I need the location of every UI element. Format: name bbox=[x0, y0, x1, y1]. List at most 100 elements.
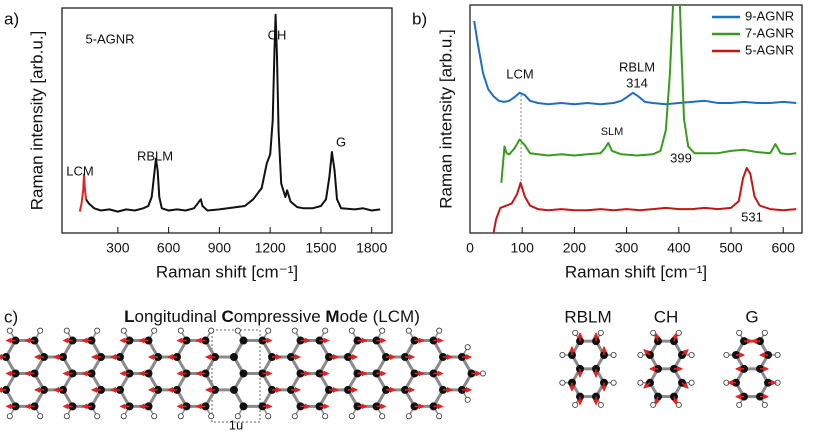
displacement-arrow bbox=[671, 332, 678, 342]
c-atom bbox=[239, 369, 248, 378]
h-atom bbox=[63, 413, 70, 420]
h-atom bbox=[94, 413, 101, 420]
h-atom bbox=[177, 413, 184, 420]
legend-label: 9-AGNR bbox=[745, 8, 794, 23]
x-axis-label: Raman shift [cm⁻¹] bbox=[565, 262, 707, 281]
panel-label: c) bbox=[4, 307, 18, 326]
h-atom bbox=[405, 413, 412, 420]
displacement-arrow bbox=[643, 382, 651, 389]
spectrum-line bbox=[492, 167, 797, 233]
unit-label: 1u bbox=[229, 417, 243, 432]
title-part: L bbox=[124, 307, 134, 326]
title-part: ongitudinal bbox=[135, 307, 222, 326]
h-atom bbox=[6, 413, 13, 420]
x-tick-label: 1500 bbox=[305, 240, 336, 256]
panel-label: a) bbox=[4, 9, 19, 28]
title-part: C bbox=[221, 307, 233, 326]
x-tick-label: 300 bbox=[615, 240, 639, 256]
h-atom bbox=[322, 327, 329, 334]
h-atom bbox=[379, 413, 386, 420]
y-axis-label: Raman intensity [arb.u.] bbox=[27, 31, 46, 211]
h-atom bbox=[637, 351, 644, 358]
annotation: 399 bbox=[670, 150, 692, 165]
h-atom bbox=[736, 329, 743, 336]
spectrum-line bbox=[78, 173, 87, 212]
h-atom bbox=[572, 329, 579, 336]
h-atom bbox=[348, 327, 355, 334]
annotation: RBLM bbox=[137, 148, 173, 163]
x-tick-label: 600 bbox=[157, 240, 181, 256]
h-atom bbox=[208, 327, 215, 334]
h-atom bbox=[322, 413, 329, 420]
h-atom bbox=[688, 379, 695, 386]
h-atom bbox=[234, 327, 241, 334]
h-atom bbox=[559, 351, 566, 358]
h-atom bbox=[151, 413, 158, 420]
title-part: M bbox=[325, 307, 339, 326]
x-tick-label: 1800 bbox=[356, 240, 387, 256]
annotation: G bbox=[336, 134, 346, 149]
h-atom bbox=[120, 413, 127, 420]
panel-label: b) bbox=[412, 9, 427, 28]
h-atom bbox=[597, 329, 604, 336]
h-atom bbox=[63, 327, 70, 334]
annotation: SLM bbox=[601, 126, 624, 138]
displacement-arrow bbox=[654, 396, 661, 406]
c-atom bbox=[239, 336, 248, 345]
h-atom bbox=[37, 327, 44, 334]
mode-label: G bbox=[745, 307, 758, 326]
annotation: LCM bbox=[66, 163, 93, 178]
h-atom bbox=[37, 413, 44, 420]
unit-box bbox=[211, 329, 261, 423]
h-atom bbox=[610, 351, 617, 358]
annotation: LCM bbox=[506, 66, 533, 81]
title-part: ompressive bbox=[234, 307, 326, 326]
x-tick-label: 900 bbox=[208, 240, 232, 256]
displacement-arrow bbox=[654, 332, 661, 342]
h-atom bbox=[572, 401, 579, 408]
x-tick-label: 600 bbox=[772, 240, 796, 256]
mode-label: CH bbox=[654, 307, 679, 326]
c-atom bbox=[239, 402, 248, 411]
h-atom bbox=[559, 379, 566, 386]
annotation: CH bbox=[268, 27, 287, 42]
displacement-arrow bbox=[643, 349, 651, 356]
h-atom bbox=[761, 401, 768, 408]
annotation: 531 bbox=[741, 209, 763, 224]
h-atom bbox=[464, 396, 471, 403]
spectrum-line bbox=[473, 20, 797, 106]
h-atom bbox=[597, 401, 604, 408]
h-atom bbox=[265, 413, 272, 420]
h-atom bbox=[436, 327, 443, 334]
h-atom bbox=[723, 351, 730, 358]
h-atom bbox=[94, 327, 101, 334]
h-atom bbox=[675, 329, 682, 336]
h-atom bbox=[177, 327, 184, 334]
diagram-title: Longitudinal Compressive Mode (LCM) bbox=[124, 307, 420, 326]
h-atom bbox=[234, 413, 241, 420]
x-axis-label: Raman shift [cm⁻¹] bbox=[156, 262, 298, 281]
h-atom bbox=[436, 413, 443, 420]
displacement-arrow bbox=[671, 396, 678, 406]
legend-label: 5-AGNR bbox=[745, 42, 794, 57]
h-atom bbox=[650, 401, 657, 408]
h-atom bbox=[650, 329, 657, 336]
h-atom bbox=[208, 413, 215, 420]
annotation: 314 bbox=[626, 75, 648, 90]
spectrum-line bbox=[85, 13, 381, 213]
displacement-arrow bbox=[681, 382, 689, 389]
h-atom bbox=[610, 379, 617, 386]
h-atom bbox=[479, 370, 486, 377]
h-atom bbox=[761, 329, 768, 336]
h-atom bbox=[265, 327, 272, 334]
annotation: 5-AGNR bbox=[85, 31, 134, 46]
x-tick-label: 0 bbox=[466, 240, 474, 256]
c-atom bbox=[230, 353, 238, 361]
annotation: RBLM bbox=[619, 59, 655, 74]
plot-frame bbox=[61, 7, 393, 234]
c-atom bbox=[230, 385, 238, 394]
h-atom bbox=[675, 401, 682, 408]
mode-label: RBLM bbox=[564, 307, 611, 326]
x-tick-label: 1200 bbox=[255, 240, 286, 256]
